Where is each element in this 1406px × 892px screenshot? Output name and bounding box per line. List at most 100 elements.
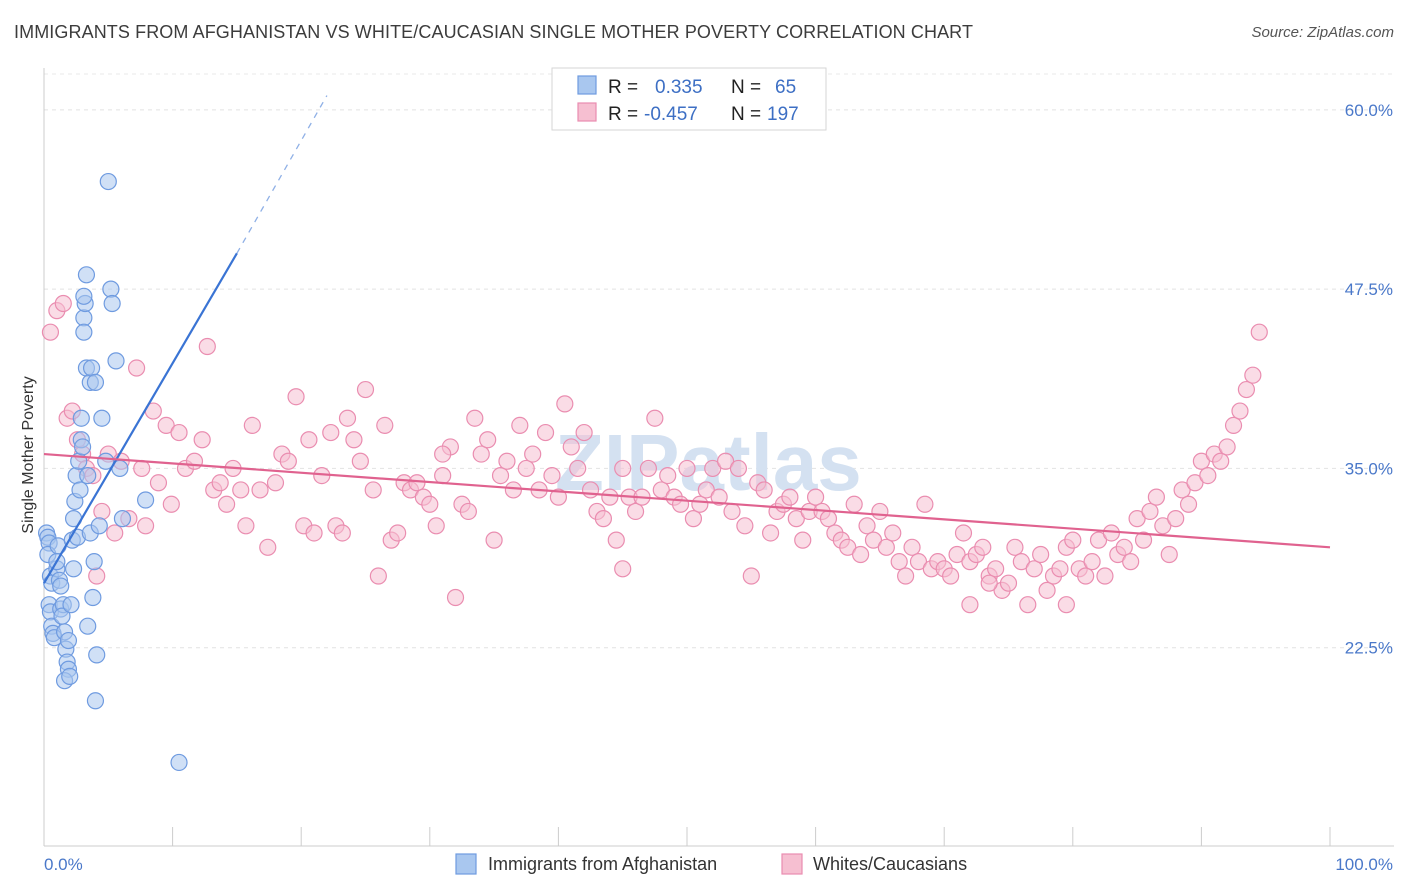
point-whites [1231,402,1249,420]
point-whites [684,510,703,528]
point-afghanistan [79,467,97,485]
point-whites [88,567,106,585]
point-whites [279,452,297,470]
trend-line-afghanistan-extension [236,95,328,254]
point-whites [716,452,735,470]
point-afghanistan [102,280,120,298]
point-afghanistan [93,409,111,427]
point-whites [472,445,490,463]
point-whites [569,459,587,478]
trend-lines [43,95,1331,584]
point-whites [93,502,111,521]
point-whites [646,409,664,427]
point-whites [322,423,340,442]
point-whites [133,459,151,478]
y-tick-label: 22.5% [1345,639,1393,658]
point-whites [106,524,124,542]
point-whites [1115,538,1133,556]
point-whites [639,459,658,478]
point-whites [511,416,529,434]
point-whites [884,524,902,542]
point-afghanistan [52,577,70,595]
point-whites [218,495,236,513]
chart-title: IMMIGRANTS FROM AFGHANISTAN VS WHITE/CAU… [14,22,974,42]
point-whites [41,323,60,341]
point-afghanistan [88,646,106,664]
point-whites [459,502,477,521]
point-whites [305,524,323,542]
point-whites [1025,560,1043,578]
point-afghanistan [90,517,108,535]
point-afghanistan [82,359,101,377]
point-whites [259,538,277,556]
point-whites [287,388,305,406]
point-afghanistan [99,172,117,191]
point-whites [369,567,387,585]
point-afghanistan [86,373,105,391]
point-whites [897,567,915,585]
point-afghanistan [73,438,92,456]
point-whites [1006,538,1024,556]
point-whites [300,431,318,449]
point-whites [1199,467,1217,485]
point-whites [581,481,600,499]
point-whites [485,531,503,549]
point-whites [1250,323,1268,341]
point-whites [916,495,934,513]
point-whites [266,474,285,492]
point-whites [333,524,351,542]
bottom-legend-label-whites: Whites/Caucasians [813,854,967,874]
point-whites [999,574,1018,592]
point-whites [1064,531,1082,549]
legend-r-value-whites: -0.457 [644,104,698,125]
point-whites [1012,553,1030,571]
point-whites [710,488,728,506]
point-whites [1224,416,1243,434]
point-whites [742,567,760,585]
point-whites [376,416,394,434]
point-whites [1167,510,1185,528]
point-whites [1141,502,1159,521]
point-whites [697,481,715,499]
point-whites [198,337,216,356]
point-whites [364,481,382,499]
y-tick-label: 60.0% [1345,101,1393,120]
legend-n-value-afghanistan: 65 [775,77,796,98]
point-whites [421,495,439,513]
point-whites [162,495,180,513]
point-whites [877,538,895,556]
point-whites [1244,366,1262,384]
point-whites [54,294,72,313]
point-whites [1147,488,1165,506]
point-whites [211,474,229,492]
point-afghanistan [71,481,89,499]
point-whites [723,502,741,521]
point-afghanistan [77,266,96,284]
point-whites [427,517,445,535]
point-whites [607,531,625,549]
point-whites [806,488,825,506]
point-whites [434,467,452,485]
point-whites [678,459,696,478]
point-whites [1051,560,1069,578]
legend-swatch-afghanistan [577,75,597,95]
point-whites [1128,510,1146,528]
point-whites [1096,567,1114,585]
y-tick-label: 35.0% [1345,459,1393,478]
point-whites [761,524,780,542]
point-whites [185,452,204,470]
point-afghanistan [75,309,93,327]
point-whites [614,459,632,478]
point-whites [504,481,522,499]
trend-line-whites [43,452,1331,549]
point-whites [903,538,921,556]
stats-legend: R = 0.335 N = 65 R = -0.457 N = 197 [551,67,827,131]
point-whites [781,488,799,506]
point-whites [479,431,497,449]
legend-r-label: R = [608,104,638,125]
point-whites [794,531,812,549]
point-whites [408,474,426,492]
legend-n-label: N = [731,77,761,98]
y-tick-label: 47.5% [1345,280,1393,299]
point-afghanistan [72,409,90,427]
